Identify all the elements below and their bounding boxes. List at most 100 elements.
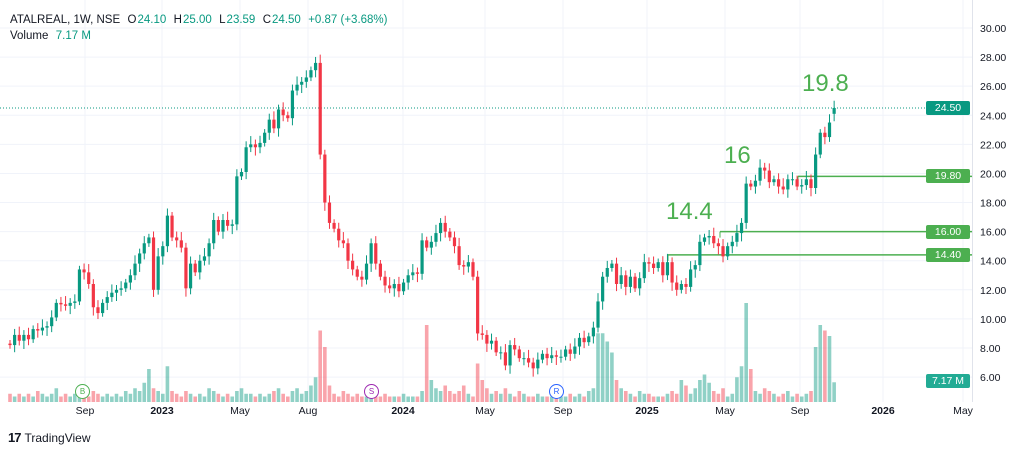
volume-bar (40, 393, 45, 402)
marker-s[interactable]: S (364, 384, 379, 399)
volume-bar (577, 393, 582, 402)
candle-body (383, 276, 387, 286)
candle-body (786, 179, 790, 190)
symbol-legend: ATALREAL, 1W, NSE O24.10 H25.00 L23.59 C… (10, 12, 388, 44)
volume-bar (443, 385, 448, 402)
volume-bar (346, 393, 350, 402)
volume-bar (744, 303, 748, 402)
volume-bar (623, 391, 628, 402)
volume-bar (457, 391, 461, 402)
volume-bar (193, 396, 197, 402)
candle-body (207, 243, 211, 257)
marker-b[interactable]: B (75, 384, 90, 399)
candle-body (582, 337, 586, 343)
volume-bar (309, 385, 313, 402)
candle-body (605, 267, 609, 277)
volume-bar (12, 396, 17, 402)
candle-body (758, 167, 762, 181)
candle-body (327, 202, 332, 223)
candle-body (679, 283, 683, 290)
volume-bar (100, 396, 105, 402)
candle-body (763, 167, 767, 171)
volume-bar (563, 396, 568, 402)
volume-bar (31, 396, 35, 402)
volume-bar (86, 396, 91, 402)
candle-body (96, 307, 100, 314)
time-tick-label: 2024 (391, 405, 415, 417)
volume-bar (568, 393, 573, 402)
volume-bar (596, 333, 600, 402)
volume-bar (147, 369, 151, 402)
candle-body (721, 246, 725, 257)
tradingview-logo[interactable]: 17 TradingView (8, 430, 91, 445)
volume-bar (610, 352, 614, 402)
candle-body (392, 283, 396, 289)
volume-bar (406, 396, 410, 402)
candle-body (499, 352, 503, 354)
candle-body (665, 262, 670, 276)
volume-bar (272, 391, 276, 402)
candle-body (110, 292, 114, 298)
candle-body (364, 263, 369, 280)
candle-body (661, 262, 665, 276)
candle-body (656, 262, 660, 268)
volume-bar (68, 396, 72, 402)
volume-bar (230, 396, 235, 402)
candle-body (290, 90, 295, 119)
volume-bar (818, 325, 823, 402)
volume-bar (45, 396, 49, 402)
last-price-badge: 24.50 (926, 101, 970, 115)
volume-bar (517, 391, 522, 402)
candle-body (554, 355, 558, 357)
volume-bar (174, 393, 179, 402)
candle-body (351, 260, 355, 270)
volume-bar (582, 396, 586, 402)
volume-bar (605, 341, 610, 402)
candle-body (276, 109, 281, 129)
volume-bar (332, 393, 336, 402)
candle-body (522, 358, 526, 360)
time-axis[interactable]: Sep 2023 May Aug 2024 May Sep 2025 May Sep 2026 May (76, 405, 974, 417)
volume-bar (586, 391, 591, 402)
volume-bar (434, 388, 438, 402)
candle-body (559, 356, 563, 358)
price-tick-label: 10.00 (980, 314, 1006, 326)
volume-bar (438, 391, 443, 402)
volume-bar (772, 393, 776, 402)
candle-body (179, 240, 183, 248)
volume-bar (647, 393, 651, 402)
volume-bar (133, 388, 137, 402)
candle-body (216, 219, 220, 232)
annotation-14-4[interactable]: 14.4 (666, 198, 713, 225)
volume-bar (364, 396, 369, 402)
volume-label[interactable]: Volume (10, 30, 49, 42)
volume-bar (17, 393, 22, 402)
candle-body (508, 345, 512, 366)
candle-body (244, 147, 248, 172)
volume-bar (262, 396, 267, 402)
marker-r[interactable]: R (549, 384, 564, 399)
brand-name: TradingView (24, 430, 91, 445)
candle-body (489, 340, 494, 344)
volume-bar (198, 393, 202, 402)
volume-bar (211, 391, 216, 402)
annotation-16[interactable]: 16 (724, 142, 751, 169)
symbol-name[interactable]: ATALREAL, 1W, NSE (10, 14, 121, 26)
volume-bar (786, 391, 790, 402)
volume-bar (508, 393, 512, 402)
candle-body (13, 334, 17, 346)
volume-bar (461, 385, 466, 402)
volume-bar (522, 393, 526, 402)
candle-body (448, 231, 452, 238)
volume-bar (753, 391, 758, 402)
volume-bar (628, 393, 633, 402)
candle-body (809, 179, 813, 188)
candle-body (184, 247, 188, 289)
candle-body (341, 240, 345, 244)
candle-body (281, 109, 285, 116)
level-badge-14-40: 14.40 (926, 248, 970, 262)
price-axis[interactable]: 30.00 28.00 26.00 24.00 22.00 20.00 18.00 16.00… (980, 23, 1006, 384)
annotation-19-8[interactable]: 19.8 (802, 70, 849, 97)
candle-body (165, 215, 170, 247)
